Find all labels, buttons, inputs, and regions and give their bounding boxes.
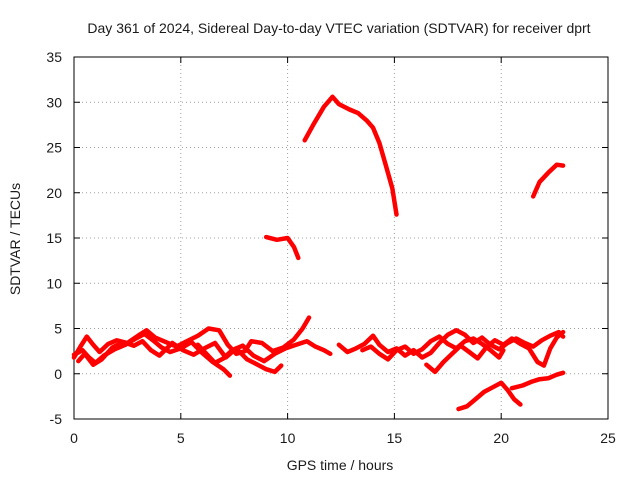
series-line-track-k	[456, 380, 523, 412]
y-tick-label: 30	[46, 94, 62, 110]
y-tick-label: 10	[46, 275, 62, 291]
series-line-track-e	[336, 328, 566, 360]
y-tick-label: 0	[54, 366, 62, 382]
series-line-track-h	[263, 234, 301, 261]
y-axis-label: SDTVAR / TECUs	[7, 183, 23, 295]
series-line-track-j	[530, 162, 566, 199]
grid-lines	[74, 57, 608, 419]
chart-title: Day 361 of 2024, Sidereal Day-to-day VTE…	[87, 20, 590, 36]
y-tick-label: 20	[46, 185, 62, 201]
series-line-track-a	[71, 315, 312, 360]
series-line-track-l	[509, 370, 566, 391]
y-tick-label: 25	[46, 140, 62, 156]
series-line-track-d	[195, 338, 333, 366]
x-axis-label: GPS time / hours	[287, 457, 394, 473]
x-tick-label: 0	[70, 430, 78, 446]
y-tick-label: 35	[46, 49, 62, 65]
y-tick-label: -5	[50, 411, 63, 427]
x-tick-label: 5	[177, 430, 185, 446]
series-line-track-i	[302, 94, 399, 217]
series-line-track-c	[76, 338, 284, 375]
y-tick-label: 15	[46, 230, 62, 246]
x-tick-label: 25	[600, 430, 616, 446]
series-line-track-f	[360, 334, 506, 362]
x-tick-label: 10	[280, 430, 296, 446]
axis-ticks: 0 5 10 15 20 25 -5 0 5 10 15 20 25 30 35	[46, 49, 616, 446]
y-tick-label: 5	[54, 321, 62, 337]
x-tick-label: 15	[387, 430, 403, 446]
series-line-track-g	[424, 329, 566, 375]
x-tick-label: 20	[493, 430, 509, 446]
data-series	[71, 94, 566, 412]
